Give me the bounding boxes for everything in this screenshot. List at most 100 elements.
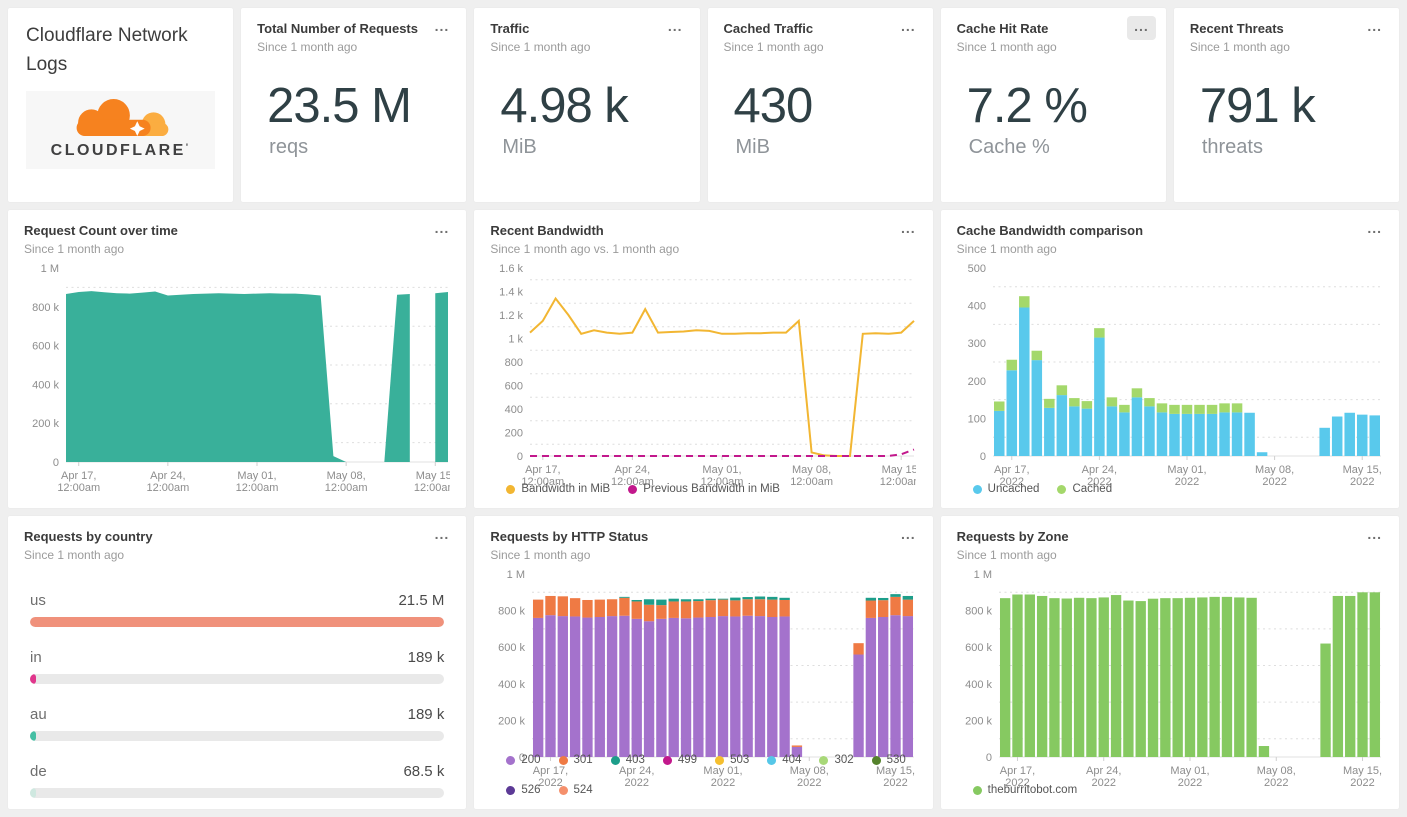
panel-recent-threats: ... Recent Threats Since 1 month ago 791…: [1173, 8, 1399, 202]
bar-segment: [607, 598, 618, 616]
legend-item[interactable]: 499: [662, 754, 697, 766]
bar-segment: [619, 615, 630, 757]
bar-segment: [1006, 369, 1017, 456]
bar-segment: [878, 599, 889, 617]
request-count-chart[interactable]: 1 M 800 k 600 k 400 k 200 k 0 Apr 17, 12:00am Ap…: [24, 260, 457, 496]
bar-segment: [853, 654, 865, 757]
legend-item[interactable]: Cached: [1057, 483, 1112, 495]
legend-item[interactable]: 403: [610, 754, 645, 766]
panel-menu-button[interactable]: ...: [900, 526, 916, 542]
bar-segment: [1073, 597, 1084, 757]
svg-text:500: 500: [967, 263, 985, 275]
bar-segment: [1135, 600, 1146, 757]
panel-menu-button[interactable]: ...: [900, 18, 916, 34]
legend-label: 503: [730, 754, 750, 766]
panel-menu-button[interactable]: ...: [1127, 16, 1156, 40]
country-value: 189 k: [407, 648, 445, 666]
bar-segment: [755, 615, 766, 757]
panel-menu-button[interactable]: ...: [434, 526, 450, 542]
legend-item[interactable]: theburritobot.com: [972, 784, 1077, 796]
bar-segment: [705, 616, 717, 757]
country-bar-track: [30, 787, 445, 798]
bar-segment: [533, 617, 544, 757]
svg-text:600: 600: [505, 380, 523, 392]
svg-text:2022: 2022: [1264, 777, 1288, 789]
stat-value: 430: [733, 78, 814, 133]
cache-bandwidth-chart[interactable]: 500 400 300 200 100 0 Apr 17, 2022 Apr 24, 2022 Ma…: [957, 260, 1383, 488]
svg-text:200: 200: [967, 375, 985, 387]
svg-text:2022: 2022: [1005, 777, 1029, 789]
zone-chart[interactable]: 1 M 800 k 600 k 400 k 200 k 0 Apr 17, 2022 Apr 2…: [957, 566, 1383, 789]
legend-item[interactable]: 404: [767, 754, 801, 766]
bar-segment: [681, 598, 692, 601]
legend-item[interactable]: 530: [871, 754, 906, 766]
legend-item[interactable]: 301: [558, 754, 593, 766]
svg-text:12:00am: 12:00am: [414, 482, 450, 494]
panel-subtitle: Since 1 month ago: [490, 39, 591, 54]
country-bar-fill: [30, 787, 36, 798]
bar-segment: [1068, 397, 1080, 406]
http-status-chart[interactable]: 1 M 800 k 600 k 400 k 200 k 0 Apr 17, 2022 Apr 2…: [490, 566, 916, 789]
svg-text:2022: 2022: [884, 777, 908, 789]
svg-text:2022: 2022: [999, 476, 1023, 488]
country-bar-fill: [30, 616, 445, 627]
bar-segment: [1320, 643, 1331, 757]
svg-text:1 M: 1 M: [973, 569, 991, 581]
legend-dot: [558, 785, 568, 795]
country-value: 68.5 k: [403, 762, 445, 780]
legend-label: 302: [834, 754, 854, 766]
legend-item[interactable]: 200: [506, 754, 541, 766]
country-value: 21.5 M: [398, 591, 445, 609]
svg-text:400: 400: [967, 300, 985, 312]
panel-title: Requests by Zone: [956, 529, 1069, 544]
bar-segment: [730, 599, 741, 617]
svg-text:1.6 k: 1.6 k: [499, 263, 523, 275]
legend-item[interactable]: 302: [819, 754, 854, 766]
panel-menu-button[interactable]: ...: [900, 220, 916, 236]
panel-menu-button[interactable]: ...: [434, 18, 450, 34]
legend-item[interactable]: 526: [506, 784, 541, 796]
bar-segment: [631, 599, 643, 601]
bar-segment: [1006, 359, 1017, 370]
legend-dot: [715, 755, 725, 765]
panel-menu-button[interactable]: ...: [1367, 526, 1382, 542]
bar-segment: [1206, 413, 1217, 456]
dashboard-title: Cloudflare Network Logs: [26, 25, 188, 75]
panel-menu-button[interactable]: ...: [1367, 18, 1382, 34]
bar-segment: [1131, 387, 1142, 397]
legend-dot: [972, 785, 982, 795]
svg-text:12:00am: 12:00am: [146, 482, 189, 494]
line-series: [529, 296, 916, 457]
legend-item[interactable]: 524: [558, 784, 593, 796]
svg-text:1.2 k: 1.2 k: [499, 310, 523, 322]
bar-segment: [1172, 597, 1183, 757]
bar-segment: [1256, 451, 1268, 456]
bar-segment: [656, 604, 667, 619]
legend-item[interactable]: 503: [715, 754, 749, 766]
legend-item[interactable]: Previous Bandwidth in MiB: [628, 483, 780, 495]
panel-requests-by-zone: ... Requests by Zone Since 1 month ago 1…: [940, 516, 1399, 809]
bar-segment: [718, 598, 729, 600]
panel-menu-button[interactable]: ...: [1367, 220, 1382, 236]
svg-text:800: 800: [505, 357, 523, 369]
legend-dot: [506, 484, 516, 494]
bar-segment: [1319, 427, 1330, 456]
panel-cached-traffic: ... Cached Traffic Since 1 month ago 430…: [707, 8, 933, 202]
svg-text:1.4 k: 1.4 k: [499, 286, 523, 298]
legend-item[interactable]: Uncached: [972, 483, 1039, 495]
panel-menu-button[interactable]: ...: [667, 18, 683, 34]
panel-subtitle: Since 1 month ago: [24, 241, 125, 256]
legend-item[interactable]: Bandwidth in MiB: [506, 483, 610, 495]
panel-subtitle: Since 1 month ago: [956, 39, 1057, 54]
bar-segment: [545, 614, 556, 757]
bar-segment: [1196, 596, 1208, 757]
svg-text:2022: 2022: [1350, 476, 1374, 488]
bar-segment: [1143, 397, 1155, 406]
panel-menu-button[interactable]: ...: [434, 220, 450, 236]
